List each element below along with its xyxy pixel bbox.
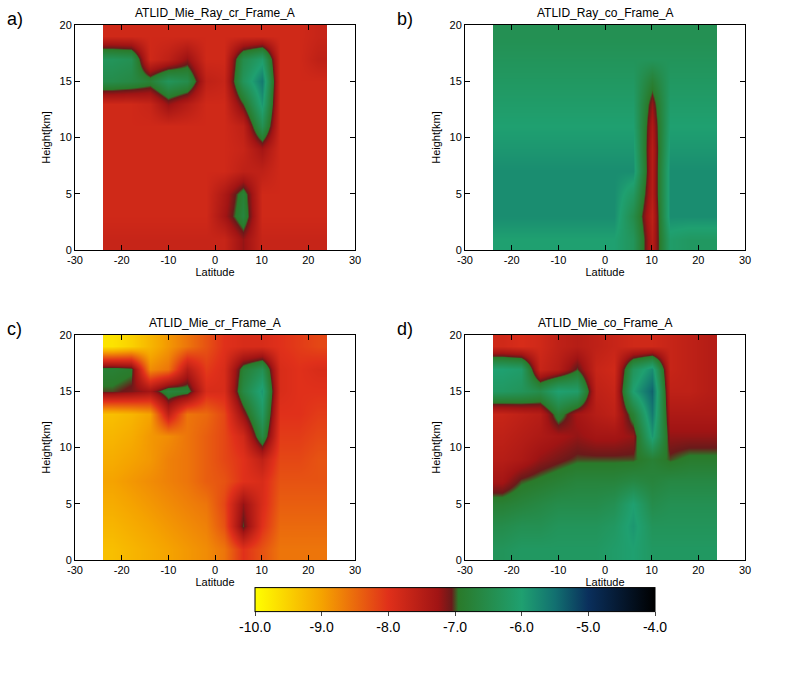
svg-text:ATLID_Mie_co_Frame_A: ATLID_Mie_co_Frame_A xyxy=(538,316,673,330)
svg-text:10: 10 xyxy=(256,564,268,576)
svg-text:5: 5 xyxy=(456,188,462,200)
svg-text:30: 30 xyxy=(349,254,361,266)
svg-text:-4.0: -4.0 xyxy=(643,619,667,635)
svg-text:-20: -20 xyxy=(504,564,520,576)
svg-text:d): d) xyxy=(397,319,413,339)
svg-text:ATLID_Ray_co_Frame_A: ATLID_Ray_co_Frame_A xyxy=(537,6,674,20)
svg-text:30: 30 xyxy=(739,564,751,576)
svg-text:Height[km]: Height[km] xyxy=(40,421,52,474)
svg-text:-10: -10 xyxy=(160,254,176,266)
svg-text:-30: -30 xyxy=(67,564,83,576)
svg-text:-10: -10 xyxy=(550,564,566,576)
svg-text:0: 0 xyxy=(212,564,218,576)
svg-text:0: 0 xyxy=(456,244,462,256)
svg-text:20: 20 xyxy=(692,564,704,576)
svg-text:-30: -30 xyxy=(67,254,83,266)
svg-text:-6.0: -6.0 xyxy=(510,619,534,635)
svg-text:Latitude: Latitude xyxy=(195,576,234,588)
svg-text:-5.0: -5.0 xyxy=(576,619,600,635)
svg-text:Height[km]: Height[km] xyxy=(40,111,52,164)
svg-text:10: 10 xyxy=(256,254,268,266)
svg-text:15: 15 xyxy=(60,75,72,87)
svg-text:15: 15 xyxy=(450,385,462,397)
svg-text:-7.0: -7.0 xyxy=(443,619,467,635)
svg-text:10: 10 xyxy=(646,564,658,576)
svg-text:Height[km]: Height[km] xyxy=(430,421,442,474)
svg-text:Latitude: Latitude xyxy=(585,266,624,278)
svg-text:-10.0: -10.0 xyxy=(239,619,271,635)
svg-text:-9.0: -9.0 xyxy=(310,619,334,635)
svg-text:0: 0 xyxy=(66,554,72,566)
svg-text:30: 30 xyxy=(739,254,751,266)
svg-text:b): b) xyxy=(397,9,413,29)
svg-text:c): c) xyxy=(7,319,22,339)
svg-text:20: 20 xyxy=(450,329,462,341)
svg-text:-20: -20 xyxy=(504,254,520,266)
svg-text:-10: -10 xyxy=(160,564,176,576)
svg-text:Height[km]: Height[km] xyxy=(430,111,442,164)
svg-text:-20: -20 xyxy=(114,564,130,576)
svg-text:15: 15 xyxy=(60,385,72,397)
svg-text:-20: -20 xyxy=(114,254,130,266)
svg-text:0: 0 xyxy=(66,244,72,256)
svg-text:Latitude: Latitude xyxy=(585,576,624,588)
svg-text:0: 0 xyxy=(456,554,462,566)
svg-text:-10: -10 xyxy=(550,254,566,266)
svg-text:5: 5 xyxy=(66,188,72,200)
svg-text:0: 0 xyxy=(212,254,218,266)
svg-text:0: 0 xyxy=(602,564,608,576)
svg-text:ATLID_Mie_Ray_cr_Frame_A: ATLID_Mie_Ray_cr_Frame_A xyxy=(135,6,295,20)
svg-text:15: 15 xyxy=(450,75,462,87)
svg-text:10: 10 xyxy=(60,441,72,453)
svg-text:10: 10 xyxy=(450,131,462,143)
svg-text:20: 20 xyxy=(302,564,314,576)
svg-text:Latitude: Latitude xyxy=(195,266,234,278)
svg-text:-8.0: -8.0 xyxy=(376,619,400,635)
svg-text:20: 20 xyxy=(302,254,314,266)
svg-text:0: 0 xyxy=(602,254,608,266)
svg-text:ATLID_Mie_cr_Frame_A: ATLID_Mie_cr_Frame_A xyxy=(149,316,281,330)
svg-text:a): a) xyxy=(7,9,23,29)
svg-text:5: 5 xyxy=(456,498,462,510)
svg-text:5: 5 xyxy=(66,498,72,510)
svg-text:10: 10 xyxy=(60,131,72,143)
svg-text:20: 20 xyxy=(692,254,704,266)
svg-text:20: 20 xyxy=(60,329,72,341)
svg-text:-30: -30 xyxy=(457,254,473,266)
svg-text:20: 20 xyxy=(60,19,72,31)
svg-text:-30: -30 xyxy=(457,564,473,576)
svg-text:10: 10 xyxy=(646,254,658,266)
svg-text:10: 10 xyxy=(450,441,462,453)
svg-text:30: 30 xyxy=(349,564,361,576)
svg-text:20: 20 xyxy=(450,19,462,31)
